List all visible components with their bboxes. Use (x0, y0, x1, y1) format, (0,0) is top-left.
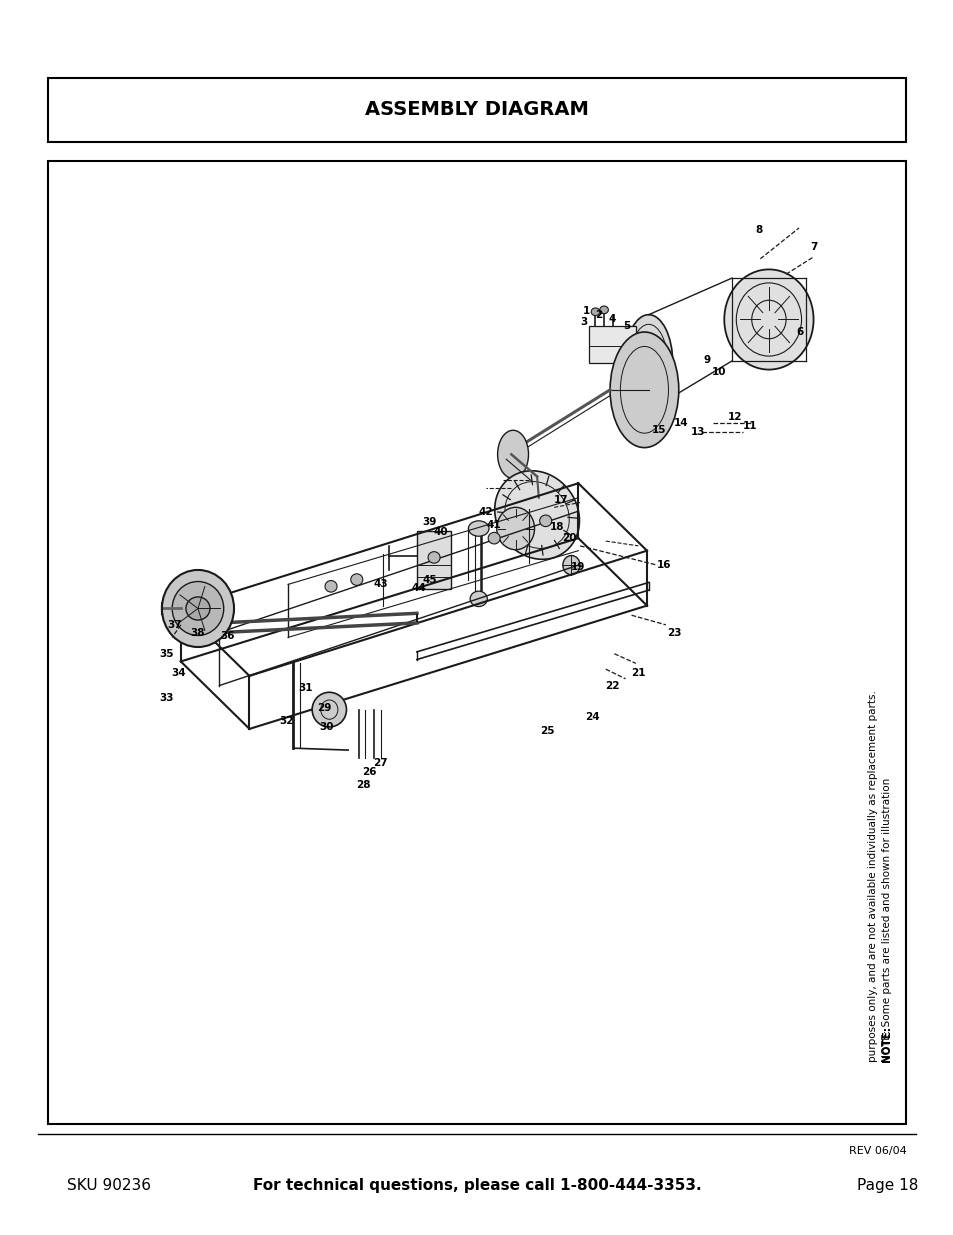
Ellipse shape (325, 580, 336, 592)
Bar (588, 326, 636, 363)
Text: purposes only, and are not available individually as replacement parts.: purposes only, and are not available ind… (867, 690, 877, 1062)
Ellipse shape (539, 515, 551, 526)
Text: 34: 34 (171, 668, 185, 678)
Text: REV 06/04: REV 06/04 (848, 1146, 905, 1156)
Text: 36: 36 (220, 631, 235, 641)
Text: 16: 16 (657, 561, 671, 571)
Text: 23: 23 (666, 627, 681, 637)
Ellipse shape (495, 471, 578, 559)
Text: 39: 39 (422, 516, 436, 527)
Text: NOTE:: NOTE: (882, 1026, 891, 1062)
Text: NOTE: Some parts are listed and shown for illustration: NOTE: Some parts are listed and shown fo… (882, 778, 891, 1062)
Text: 5: 5 (623, 321, 630, 331)
Text: 11: 11 (742, 421, 757, 431)
Text: 27: 27 (374, 757, 388, 768)
Text: ASSEMBLY DIAGRAM: ASSEMBLY DIAGRAM (365, 100, 588, 120)
Text: 2: 2 (595, 310, 602, 320)
Ellipse shape (497, 430, 528, 478)
Text: 8: 8 (754, 225, 761, 235)
Text: 10: 10 (711, 368, 725, 378)
Ellipse shape (428, 552, 439, 563)
Text: 4: 4 (607, 315, 615, 325)
Text: 20: 20 (562, 534, 577, 543)
Text: 9: 9 (702, 354, 710, 366)
Text: 35: 35 (159, 648, 173, 658)
Text: 14: 14 (674, 417, 688, 427)
Ellipse shape (497, 508, 534, 550)
Text: 18: 18 (549, 521, 563, 531)
FancyBboxPatch shape (48, 161, 905, 1124)
Ellipse shape (591, 308, 599, 316)
Text: For technical questions, please call 1-800-444-3353.: For technical questions, please call 1-8… (253, 1178, 700, 1193)
Ellipse shape (351, 574, 362, 585)
Text: 17: 17 (554, 495, 568, 505)
Text: 37: 37 (168, 620, 182, 630)
Ellipse shape (488, 532, 499, 543)
Ellipse shape (470, 592, 487, 606)
Ellipse shape (624, 315, 672, 411)
Text: 28: 28 (356, 779, 371, 789)
Text: 38: 38 (191, 627, 205, 637)
FancyBboxPatch shape (48, 78, 905, 142)
Ellipse shape (723, 269, 813, 369)
Text: 25: 25 (539, 726, 554, 736)
Text: 15: 15 (651, 425, 665, 435)
Text: 44: 44 (411, 583, 426, 593)
Text: 26: 26 (362, 767, 376, 777)
Bar (416, 531, 451, 589)
Text: 32: 32 (279, 716, 294, 726)
Text: 42: 42 (477, 508, 493, 517)
Text: 31: 31 (297, 683, 313, 693)
Text: SKU 90236: SKU 90236 (67, 1178, 151, 1193)
Text: 30: 30 (319, 722, 334, 732)
Text: 7: 7 (809, 242, 817, 252)
Text: 45: 45 (422, 574, 436, 584)
Text: 19: 19 (571, 562, 585, 572)
Ellipse shape (312, 693, 346, 727)
Ellipse shape (162, 569, 233, 647)
Text: 1: 1 (582, 306, 590, 316)
Ellipse shape (186, 597, 210, 620)
Text: 6: 6 (796, 327, 802, 337)
Text: 12: 12 (726, 411, 741, 422)
Text: 24: 24 (585, 713, 599, 722)
Text: 40: 40 (434, 527, 448, 537)
Text: 41: 41 (486, 520, 501, 530)
Text: 3: 3 (580, 317, 587, 327)
Text: 43: 43 (374, 579, 388, 589)
Text: 22: 22 (605, 680, 619, 690)
Text: Page 18: Page 18 (856, 1178, 917, 1193)
Ellipse shape (562, 556, 579, 574)
Text: 33: 33 (159, 693, 173, 703)
Ellipse shape (468, 521, 489, 536)
Text: 29: 29 (316, 703, 331, 713)
Ellipse shape (599, 306, 608, 314)
Ellipse shape (172, 582, 223, 636)
Ellipse shape (609, 332, 679, 447)
Text: 13: 13 (691, 427, 705, 437)
Text: 21: 21 (631, 668, 645, 678)
